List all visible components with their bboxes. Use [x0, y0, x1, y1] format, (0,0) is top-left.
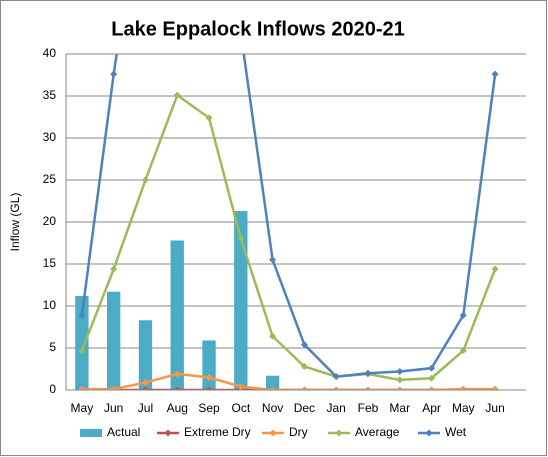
legend-label: Average: [355, 425, 400, 439]
marker: [396, 368, 404, 376]
y-tick-label: 35: [43, 88, 57, 102]
marker: [396, 376, 404, 384]
legend-marker: [425, 429, 433, 437]
marker: [300, 386, 308, 390]
plot-area: [75, 54, 499, 390]
x-tick-label: Mar: [389, 401, 410, 415]
marker: [141, 378, 149, 386]
marker: [110, 70, 118, 78]
marker: [269, 332, 277, 340]
marker: [332, 373, 340, 381]
bar: [234, 211, 248, 390]
x-tick-label: Sep: [198, 401, 220, 415]
marker: [78, 347, 86, 355]
marker: [237, 235, 245, 243]
marker: [269, 256, 277, 264]
x-tick-label: May: [71, 401, 94, 415]
y-tick-label: 40: [43, 46, 57, 60]
marker: [205, 386, 213, 390]
legend-swatch: [80, 429, 102, 437]
bar: [75, 295, 89, 390]
marker: [428, 386, 436, 390]
line: [80, 54, 497, 378]
legend-label: Actual: [107, 425, 140, 439]
marker: [491, 385, 499, 390]
x-tick-label: Jun: [104, 401, 123, 415]
x-tick-label: Dec: [294, 401, 315, 415]
x-tick-label: Oct: [231, 401, 250, 415]
x-tick-label: Jul: [138, 401, 153, 415]
marker: [428, 364, 436, 372]
y-tick-label: 15: [43, 256, 57, 270]
x-tick-label: Jun: [485, 401, 504, 415]
marker: [173, 386, 181, 390]
legend-marker: [269, 429, 277, 437]
x-tick-label: Feb: [358, 401, 379, 415]
marker: [396, 386, 404, 390]
line: [80, 93, 497, 382]
x-tick-label: Aug: [167, 401, 188, 415]
marker: [269, 386, 277, 390]
marker: [141, 386, 149, 390]
legend-label: Wet: [445, 425, 467, 439]
marker: [300, 362, 308, 370]
y-tick-label: 0: [49, 382, 56, 396]
y-tick-label: 10: [43, 298, 57, 312]
legend-marker: [335, 429, 343, 437]
marker: [78, 311, 86, 319]
bar: [107, 291, 121, 390]
marker: [237, 383, 245, 390]
marker: [364, 386, 372, 390]
marker: [332, 386, 340, 390]
chart-title: Lake Eppalock Inflows 2020-21: [111, 18, 404, 40]
y-tick-label: 5: [49, 340, 56, 354]
legend-marker: [164, 429, 172, 437]
marker: [491, 265, 499, 273]
y-tick-label: 30: [43, 130, 57, 144]
marker: [491, 70, 499, 78]
marker: [173, 91, 181, 99]
marker: [364, 369, 372, 377]
marker: [459, 311, 467, 319]
marker: [205, 114, 213, 122]
bar: [202, 340, 216, 390]
marker: [300, 341, 308, 349]
line: [81, 372, 496, 390]
marker: [205, 373, 213, 381]
x-tick-label: Apr: [422, 401, 441, 415]
marker: [110, 385, 118, 390]
marker: [459, 385, 467, 390]
y-tick-label: 20: [43, 214, 57, 228]
marker: [459, 347, 467, 355]
bar: [138, 320, 153, 390]
y-axis-label: Inflow (GL): [8, 193, 22, 252]
marker: [428, 374, 436, 382]
bar: [170, 240, 184, 390]
marker: [110, 265, 118, 273]
legend-label: Dry: [289, 425, 308, 439]
marker: [141, 176, 149, 184]
y-tick-label: 25: [43, 172, 57, 186]
bar: [265, 375, 280, 390]
marker: [78, 385, 86, 390]
x-tick-label: Jan: [326, 401, 345, 415]
x-tick-label: Nov: [262, 401, 283, 415]
x-tick-label: May: [452, 401, 475, 415]
legend-label: Extreme Dry: [184, 425, 251, 439]
marker: [173, 370, 181, 378]
